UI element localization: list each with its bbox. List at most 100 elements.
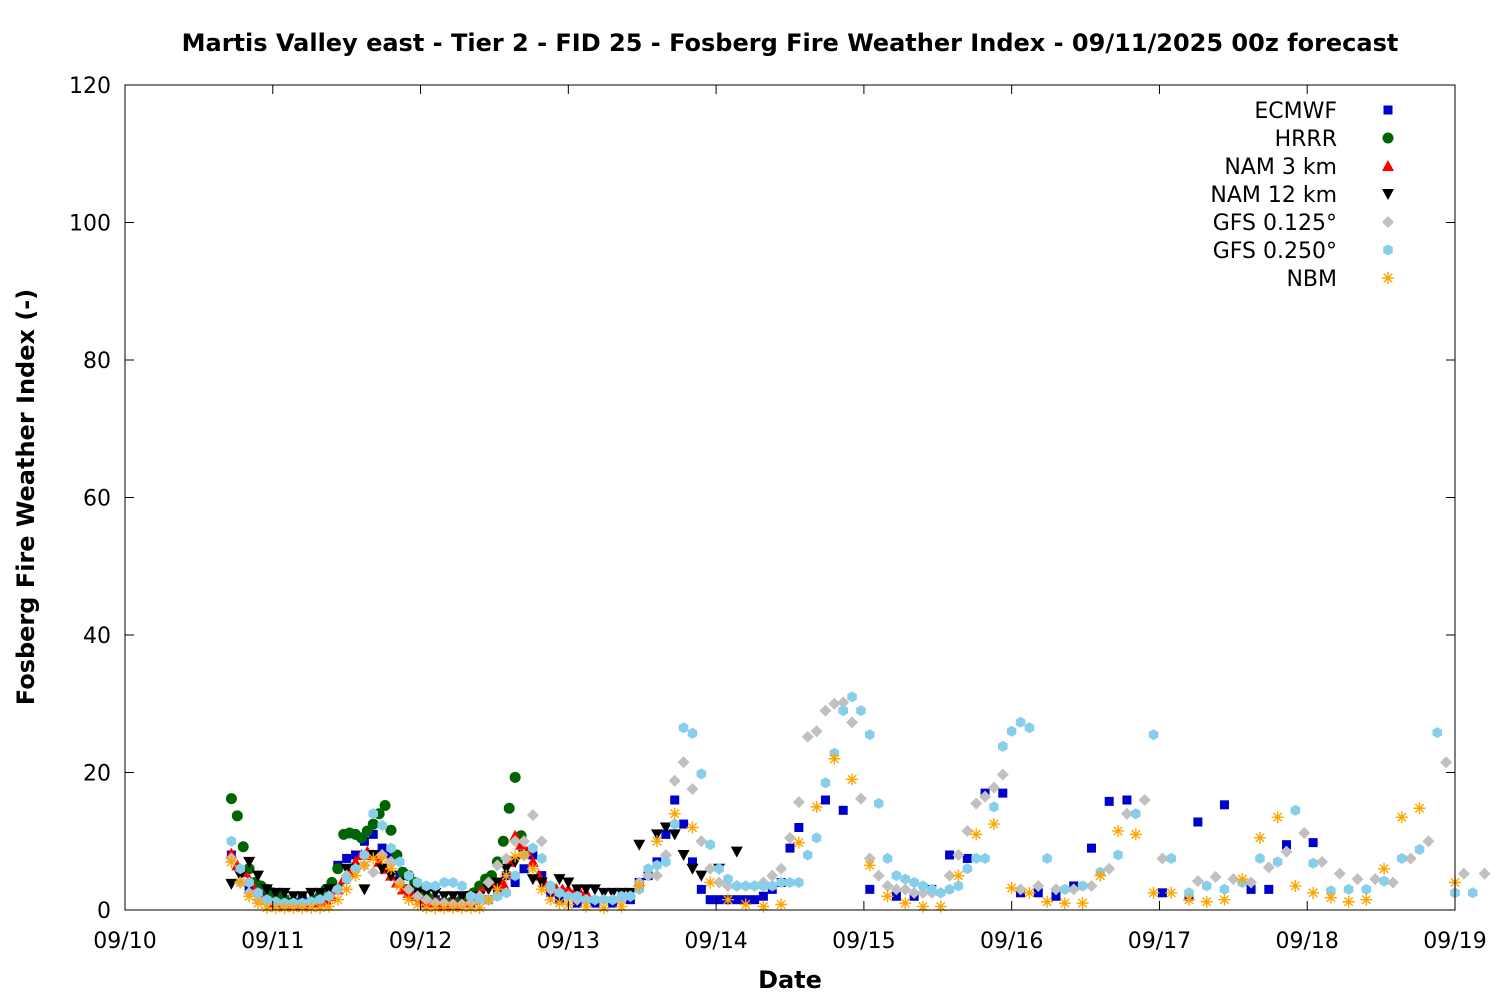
data-point [225,793,237,805]
data-point [420,887,433,899]
data-point [670,795,680,805]
data-point [1457,867,1470,880]
data-point [1033,888,1043,898]
data-point [1157,888,1167,898]
data-point [775,862,788,875]
data-point [1255,852,1265,864]
data-point [971,852,981,864]
data-point [386,850,396,860]
data-point [661,856,671,868]
data-point [386,842,396,854]
data-point [252,897,264,910]
data-point [943,869,956,882]
data-point [704,876,717,889]
data-point [1023,886,1036,899]
legend-marker [1382,216,1394,228]
data-point [668,829,681,841]
data-point [820,777,831,789]
data-point [1280,845,1293,858]
data-point [794,823,804,832]
data-point [721,879,734,892]
data-point [244,877,254,888]
data-point [792,836,805,849]
data-point [677,756,690,769]
data-point [528,842,538,854]
data-point [509,850,522,863]
data-point [287,901,300,914]
data-point [1219,800,1229,810]
data-point [927,883,937,895]
data-point [1324,891,1337,904]
data-point [810,725,823,738]
data-point [588,884,601,896]
data-point [438,901,451,914]
data-point [322,900,335,913]
data-point [1271,811,1284,824]
data-point [979,790,992,803]
data-point [253,887,263,899]
data-point [900,873,910,885]
data-point [225,878,238,890]
data-point [1024,722,1035,734]
plot-frame [124,84,1456,911]
data-point [1042,852,1052,864]
data-point [1397,852,1407,864]
data-point [1264,884,1274,894]
data-point [510,878,520,887]
data-point [970,828,983,841]
data-point [225,855,238,868]
data-point [322,884,335,896]
data-point [590,894,600,906]
data-point [642,869,655,882]
data-point [358,859,371,872]
data-point [455,901,468,914]
legend-label: HRRR [1275,127,1337,152]
legend-marker [1383,105,1393,115]
data-point [562,883,575,895]
data-point [296,901,309,914]
data-point [269,887,282,899]
y-tick-label: 120 [69,74,111,99]
data-point [572,890,582,902]
data-point [262,894,272,906]
data-point [810,800,823,813]
data-point [909,877,919,888]
data-point [1060,883,1070,895]
data-point [1404,852,1417,865]
data-point [1103,862,1116,875]
data-point [420,893,433,906]
data-point [1342,895,1355,908]
y-tick-label: 60 [83,487,111,512]
data-point [1326,885,1336,897]
x-tick-label: 09/13 [537,929,600,954]
data-point [740,880,751,892]
data-point [1209,871,1222,883]
data-point [1041,895,1054,908]
data-point [934,900,947,913]
data-point [1440,756,1453,769]
legend-label: NAM 3 km [1224,155,1337,180]
data-point [376,863,389,875]
data-point [1104,796,1114,806]
x-tick-label: 09/10 [93,929,156,954]
data-point [1290,804,1301,816]
data-point [342,853,352,863]
data-point [643,863,653,875]
data-point [537,852,547,864]
data-point [633,839,646,851]
data-point [616,890,627,902]
data-point [775,898,788,911]
data-point [1200,895,1213,908]
data-point [987,818,1000,831]
data-point [599,894,609,906]
data-point [500,869,513,882]
data-point [1191,875,1204,888]
data-point [243,890,256,903]
data-point [429,901,442,914]
data-point [695,835,708,848]
data-point [526,809,539,822]
data-point [687,727,698,739]
data-point [1138,794,1151,806]
data-point [351,850,361,860]
